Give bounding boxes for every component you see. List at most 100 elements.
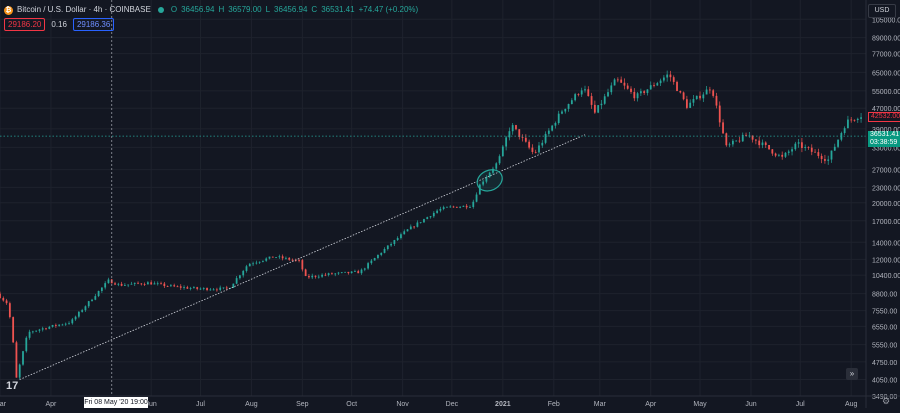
candle-body	[745, 134, 747, 136]
candle-body	[791, 149, 793, 152]
candle-body	[636, 93, 639, 99]
y-tick-label: 39000.00	[872, 127, 900, 134]
candle-body	[718, 105, 721, 123]
candle-body	[235, 278, 238, 284]
candle-body	[120, 283, 123, 286]
candle-body	[452, 206, 455, 208]
candle-body	[495, 163, 498, 169]
candle-body	[209, 289, 212, 291]
candle-body	[239, 275, 241, 279]
candle-body	[850, 119, 853, 121]
candle-body	[541, 142, 544, 146]
candle-body	[715, 95, 718, 106]
candle-body	[18, 364, 21, 378]
candle-body	[123, 285, 126, 286]
y-tick-label: 6550.00	[872, 324, 897, 331]
candle-body	[692, 99, 695, 103]
candle-body	[64, 323, 67, 325]
candle-body	[334, 273, 337, 275]
y-tick-label: 65000.00	[872, 70, 900, 77]
settings-gear-icon[interactable]: ⚙	[882, 396, 891, 406]
x-tick-label: Apr	[45, 401, 57, 408]
candle-body	[245, 266, 248, 271]
candle-body	[778, 154, 780, 156]
currency-button[interactable]: USD	[868, 4, 896, 18]
candle-body	[206, 288, 208, 291]
scroll-to-realtime-button[interactable]: »	[846, 368, 858, 380]
candle-body	[794, 143, 797, 150]
candle-body	[597, 105, 600, 113]
candle-body	[344, 271, 346, 273]
y-tick-label: 33000.00	[872, 145, 900, 152]
tradingview-logo[interactable]: 17	[6, 380, 19, 392]
candle-body	[593, 104, 596, 113]
candle-body	[324, 274, 327, 276]
crosshair-date-label: Fri 08 May '20 19:00	[84, 397, 148, 408]
x-tick-label: Sep	[296, 401, 309, 408]
ask-button[interactable]: 29186.36	[72, 18, 115, 31]
candle-body	[515, 125, 517, 130]
candle-body	[373, 258, 376, 261]
candle-body	[459, 206, 462, 208]
candle-body	[630, 88, 632, 92]
candle-body	[685, 99, 688, 108]
candle-body	[202, 288, 205, 289]
candle-body	[616, 79, 619, 81]
candle-body	[189, 288, 192, 289]
candle-body	[406, 229, 409, 232]
candle-body	[633, 91, 636, 99]
candle-body	[824, 159, 826, 161]
candle-body	[77, 311, 80, 317]
candle-body	[409, 226, 412, 230]
candle-body	[482, 181, 485, 185]
candle-body	[216, 289, 218, 291]
symbol-title[interactable]: Bitcoin / U.S. Dollar · 4h · COINBASE	[17, 5, 151, 14]
candle-body	[607, 92, 609, 97]
candle-body	[156, 283, 159, 285]
candle-body	[695, 95, 698, 100]
candle-body	[2, 298, 5, 301]
y-tick-label: 77000.00	[872, 52, 900, 59]
candle-body	[423, 219, 425, 223]
candle-body	[478, 184, 481, 195]
candle-body	[741, 134, 744, 142]
candle-body	[561, 111, 563, 114]
high-price-tag: 42532.00	[868, 112, 900, 122]
candle-body	[331, 273, 333, 275]
candle-body	[781, 154, 784, 157]
x-tick-label: Nov	[396, 401, 409, 408]
candle-body	[531, 147, 534, 152]
candle-body	[400, 234, 402, 239]
candle-body	[5, 300, 8, 304]
candle-body	[436, 210, 439, 213]
candle-body	[551, 125, 554, 131]
candle-body	[804, 147, 807, 149]
candle-body	[41, 328, 44, 330]
spread-value: 0.16	[51, 20, 67, 29]
y-tick-label: 3490.00	[872, 394, 897, 401]
bid-button[interactable]: 29186.20	[4, 18, 46, 31]
candle-body	[505, 137, 508, 147]
bitcoin-icon: ₿	[4, 5, 13, 15]
candle-body	[469, 206, 471, 208]
highlight-ellipse	[476, 169, 503, 192]
candle-body	[439, 208, 442, 211]
x-tick-label: Jun	[146, 401, 157, 408]
candle-body	[465, 205, 468, 208]
candle-body	[219, 287, 222, 290]
candle-body	[74, 316, 77, 320]
candle-body	[38, 329, 41, 331]
candle-body	[574, 94, 577, 101]
candle-body	[557, 113, 560, 124]
candle-body	[801, 142, 803, 149]
candle-body	[275, 257, 277, 258]
candle-body	[317, 276, 320, 278]
x-tick-label: Aug	[845, 401, 858, 408]
candle-body	[357, 271, 360, 274]
candle-body	[620, 79, 623, 83]
candle-body	[186, 287, 189, 289]
y-tick-label: 8800.00	[872, 292, 897, 299]
candle-body	[278, 256, 281, 258]
